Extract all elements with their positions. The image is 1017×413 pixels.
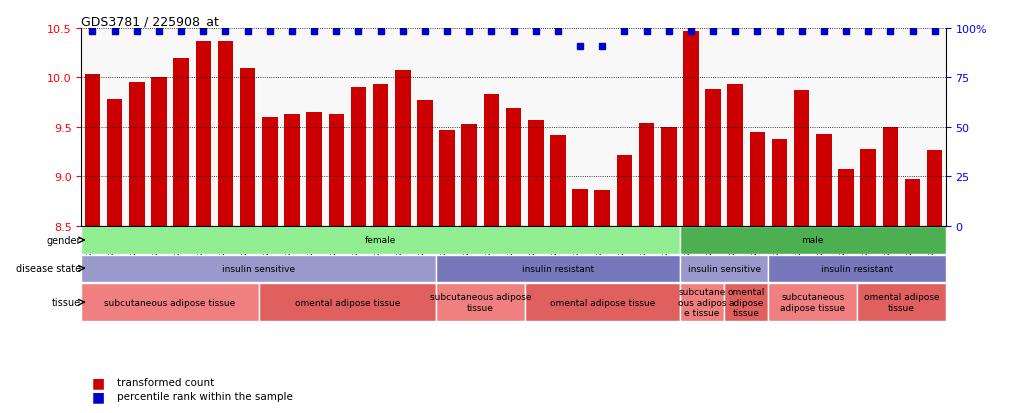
Text: insulin resistant: insulin resistant: [821, 264, 893, 273]
Bar: [129, 83, 144, 226]
Text: omental adipose tissue: omental adipose tissue: [295, 298, 400, 307]
Bar: [550, 135, 565, 226]
Bar: [639, 123, 654, 226]
FancyBboxPatch shape: [81, 255, 436, 282]
Bar: [484, 95, 499, 226]
Bar: [528, 121, 543, 226]
Bar: [173, 59, 189, 226]
Bar: [195, 42, 212, 226]
Text: omental adipose tissue: omental adipose tissue: [549, 298, 655, 307]
Bar: [683, 32, 699, 226]
Bar: [860, 150, 876, 226]
Bar: [373, 85, 388, 226]
Bar: [351, 88, 366, 226]
FancyBboxPatch shape: [258, 283, 436, 321]
Bar: [462, 125, 477, 226]
Bar: [926, 150, 943, 226]
Text: subcutaneous adipose tissue: subcutaneous adipose tissue: [105, 298, 236, 307]
Bar: [750, 133, 765, 226]
Text: disease state: disease state: [16, 263, 81, 273]
Bar: [152, 78, 167, 226]
Bar: [816, 135, 832, 226]
Bar: [838, 170, 854, 226]
Text: female: female: [365, 236, 397, 245]
Bar: [883, 128, 898, 226]
Text: subcutane
ous adipos
e tissue: subcutane ous adipos e tissue: [677, 287, 726, 317]
Bar: [616, 155, 633, 226]
FancyBboxPatch shape: [81, 283, 258, 321]
FancyBboxPatch shape: [81, 227, 679, 254]
FancyBboxPatch shape: [525, 283, 679, 321]
Bar: [505, 109, 522, 226]
FancyBboxPatch shape: [679, 283, 724, 321]
Text: omental
adipose
tissue: omental adipose tissue: [727, 287, 765, 317]
Bar: [395, 70, 411, 226]
Bar: [439, 131, 455, 226]
FancyBboxPatch shape: [679, 227, 946, 254]
FancyBboxPatch shape: [436, 283, 525, 321]
FancyBboxPatch shape: [769, 283, 857, 321]
Bar: [328, 115, 344, 226]
Bar: [306, 113, 321, 226]
Text: gender: gender: [47, 235, 81, 245]
Text: transformed count: transformed count: [117, 377, 215, 387]
FancyBboxPatch shape: [436, 255, 679, 282]
Bar: [727, 85, 743, 226]
FancyBboxPatch shape: [769, 255, 946, 282]
Text: subcutaneous
adipose tissue: subcutaneous adipose tissue: [780, 293, 845, 312]
Text: insulin resistant: insulin resistant: [522, 264, 594, 273]
Text: insulin sensitive: insulin sensitive: [687, 264, 761, 273]
Bar: [284, 115, 300, 226]
Bar: [107, 100, 122, 226]
Bar: [262, 118, 278, 226]
Bar: [218, 42, 233, 226]
Text: male: male: [801, 236, 824, 245]
Bar: [706, 90, 721, 226]
FancyBboxPatch shape: [724, 283, 769, 321]
Bar: [661, 128, 676, 226]
Text: omental adipose
tissue: omental adipose tissue: [863, 293, 940, 312]
Bar: [84, 75, 101, 226]
Bar: [595, 191, 610, 226]
FancyBboxPatch shape: [679, 255, 769, 282]
Text: ■: ■: [92, 375, 105, 389]
Bar: [905, 180, 920, 226]
Text: insulin sensitive: insulin sensitive: [222, 264, 295, 273]
Text: ■: ■: [92, 389, 105, 404]
Bar: [417, 101, 432, 226]
Bar: [573, 190, 588, 226]
Bar: [794, 91, 810, 226]
Bar: [240, 69, 255, 226]
FancyBboxPatch shape: [857, 283, 946, 321]
Text: GDS3781 / 225908_at: GDS3781 / 225908_at: [81, 15, 220, 28]
Bar: [772, 140, 787, 226]
Text: subcutaneous adipose
tissue: subcutaneous adipose tissue: [429, 293, 531, 312]
Text: percentile rank within the sample: percentile rank within the sample: [117, 392, 293, 401]
Text: tissue: tissue: [52, 297, 81, 307]
